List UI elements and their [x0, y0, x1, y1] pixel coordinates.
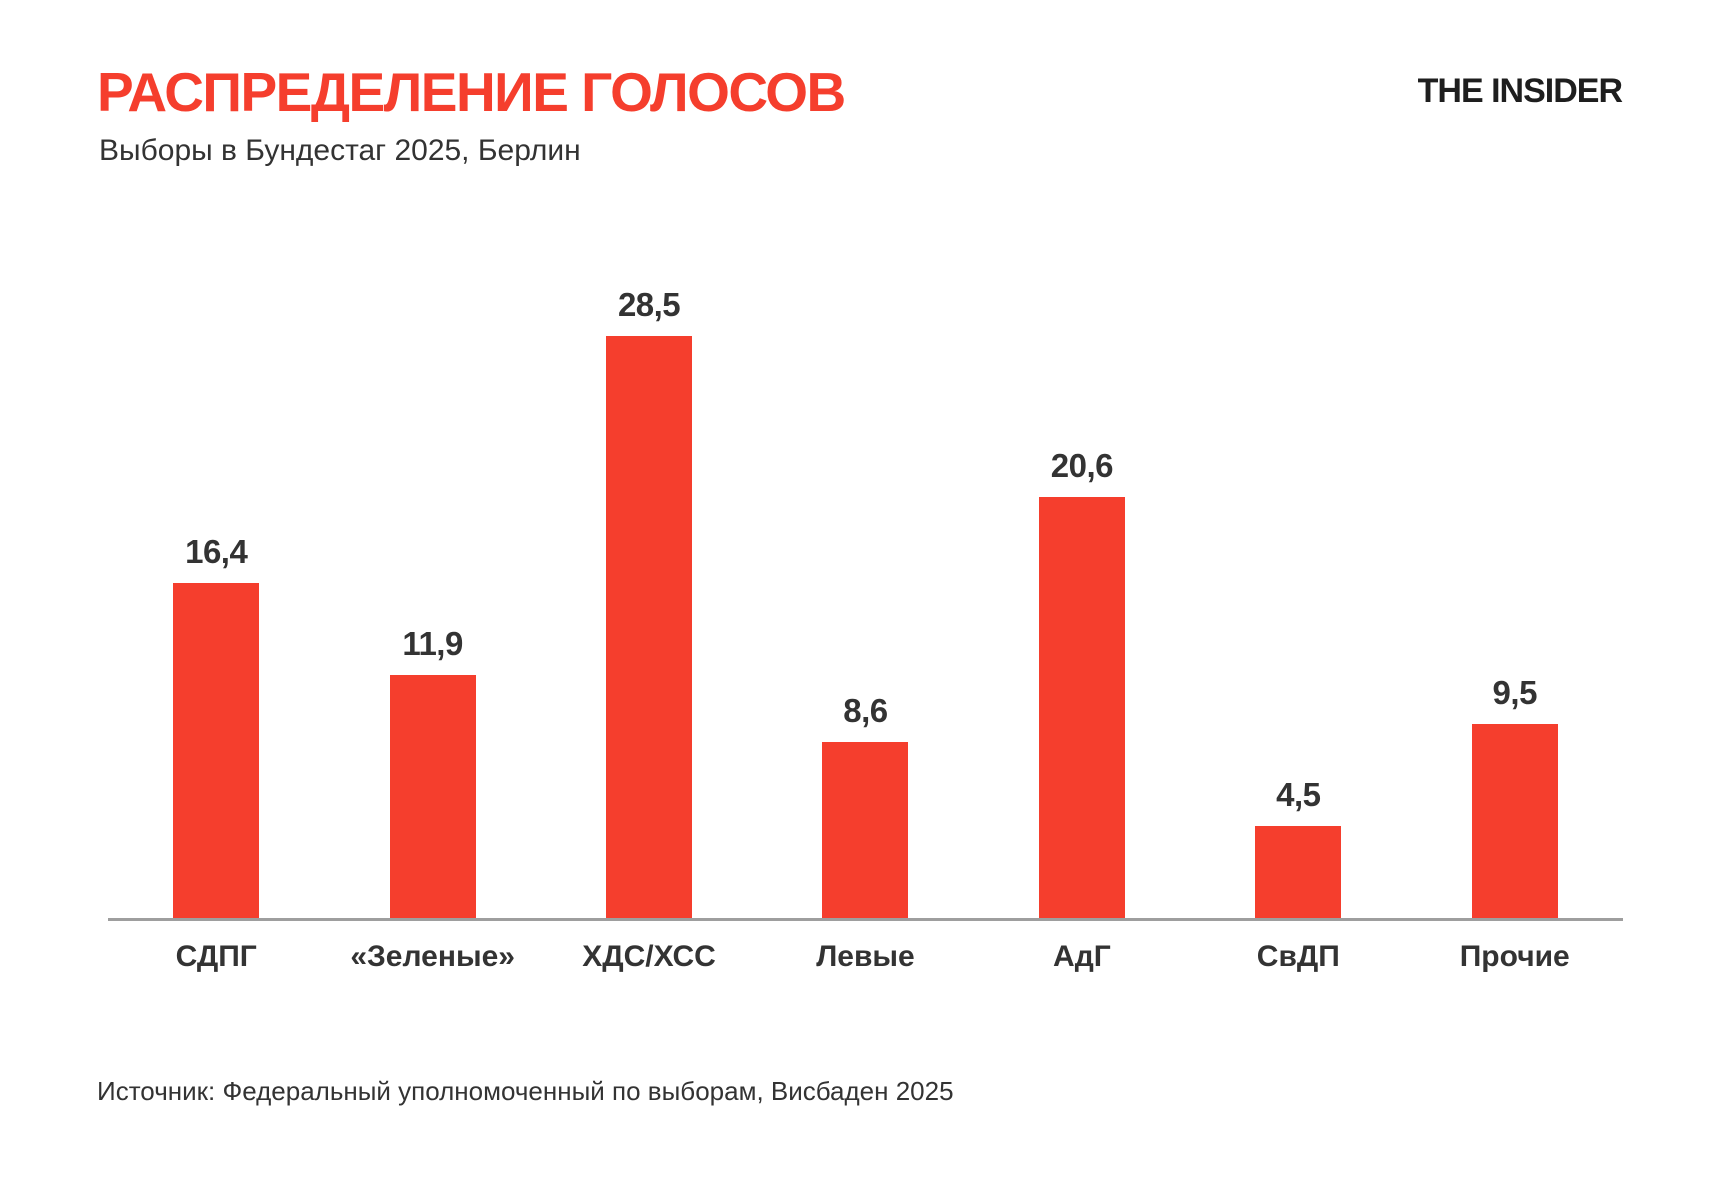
bar-value-label: 28,5 [617, 286, 681, 324]
bar-column: 8,6 [757, 694, 973, 918]
bar [1038, 497, 1125, 918]
bar [173, 583, 260, 918]
category-label: Прочие [1459, 940, 1570, 973]
category-labels-row: СДПГ «Зеленые» ХДС/ХСС Левые АдГ СвДП Прочие [108, 940, 1623, 974]
category-label: ХДС/ХСС [582, 940, 716, 973]
bar-column: 4,5 [1190, 778, 1406, 918]
bar [1255, 826, 1342, 918]
bars-row: 16,4 11,9 28,5 8,6 20,6 4,5 9,5 [108, 250, 1623, 918]
page-title: РАСПРЕДЕЛЕНИЕ ГОЛОСОВ [97, 61, 846, 123]
category-label: АдГ [1053, 940, 1111, 973]
bar-value-label: 16,4 [185, 533, 248, 571]
page-subtitle: Выборы в Бундестаг 2025, Берлин [99, 134, 581, 167]
bar-chart: 16,4 11,9 28,5 8,6 20,6 4,5 9,5 СДПГ «Зеленые» Х… [108, 250, 1623, 973]
source-note: Источник: Федеральный уполномоченный по … [97, 1076, 954, 1106]
bar-value-label: 11,9 [402, 625, 463, 663]
bar-value-label: 9,5 [1492, 674, 1538, 712]
category-label: Левые [816, 940, 915, 973]
bar-column: 20,6 [974, 449, 1190, 918]
category-label: СДПГ [175, 940, 257, 973]
the-insider-logo: THE INSIDER [1417, 72, 1623, 110]
bar-column: 28,5 [541, 288, 757, 918]
bar [606, 336, 693, 918]
bar [389, 675, 476, 918]
category-label: СвДП [1256, 940, 1340, 973]
bar-value-label: 4,5 [1276, 776, 1321, 814]
x-axis-line [108, 918, 1623, 921]
category-label: «Зеленые» [350, 940, 515, 973]
bar-value-label: 8,6 [843, 692, 888, 730]
bar-column: 9,5 [1407, 676, 1623, 918]
bar-column: 11,9 [324, 627, 540, 918]
bar-column: 16,4 [108, 535, 324, 918]
bar [822, 742, 909, 918]
bar [1471, 724, 1558, 918]
bar-value-label: 20,6 [1050, 447, 1114, 485]
